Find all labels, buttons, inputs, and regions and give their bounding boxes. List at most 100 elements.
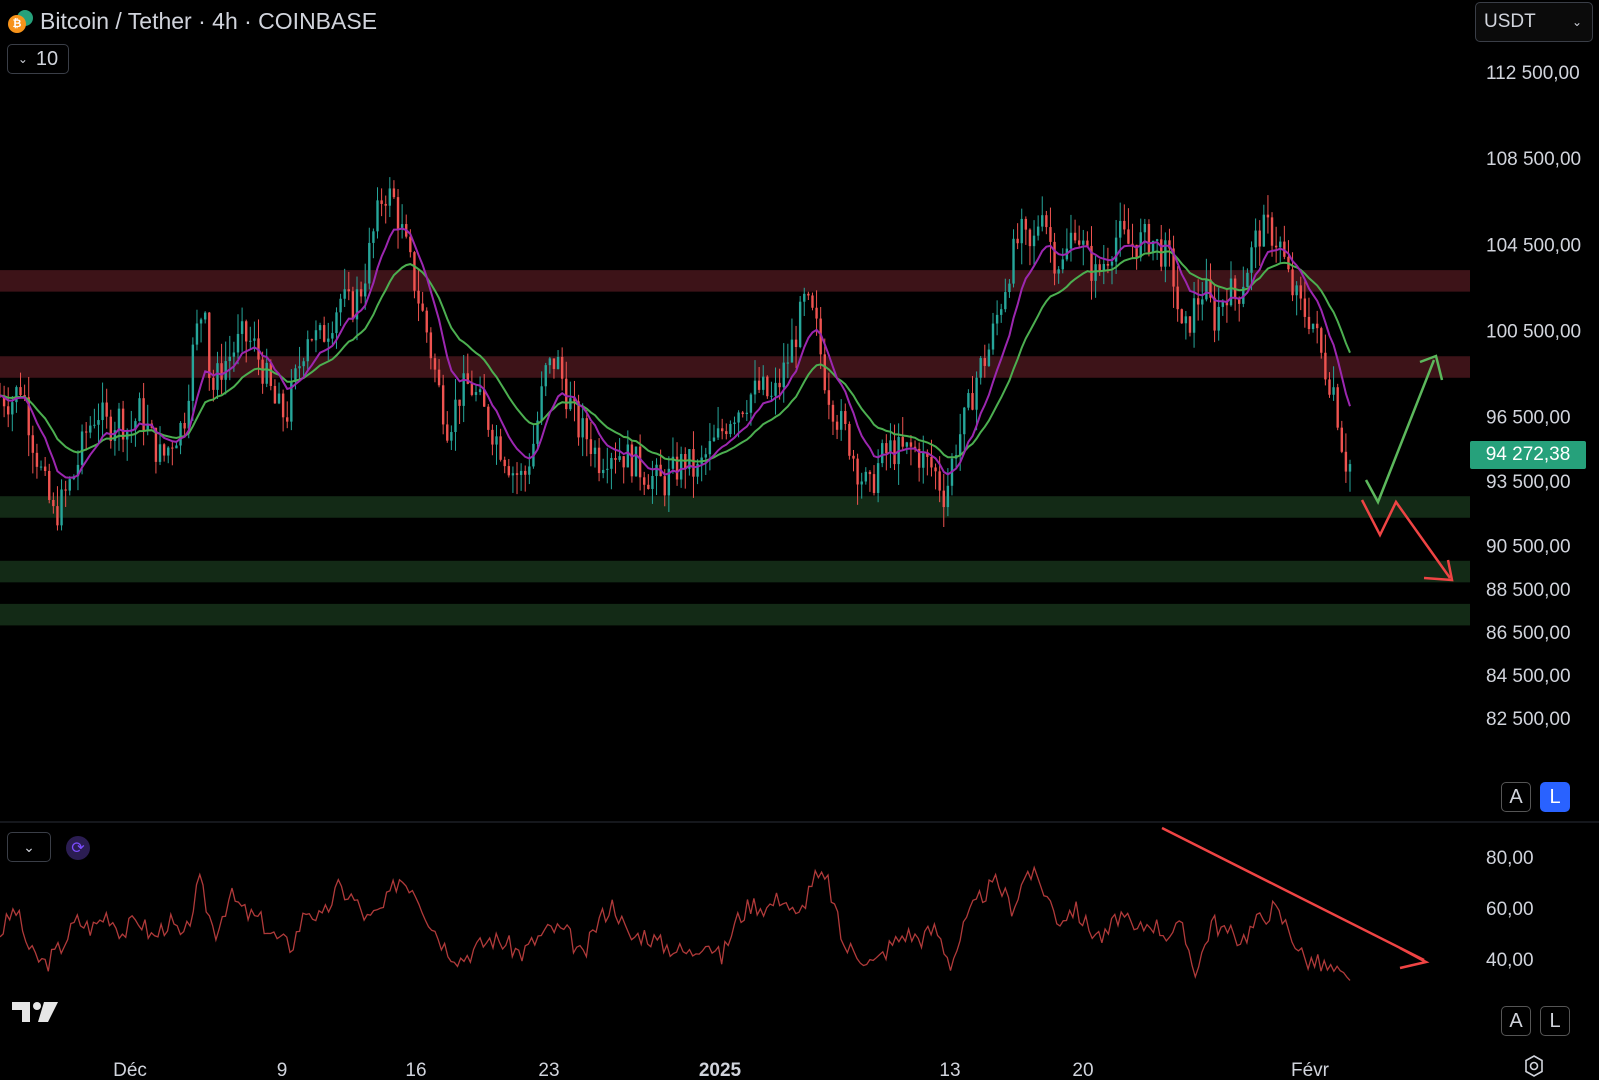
time-tick-label: 2025 xyxy=(699,1060,742,1080)
candle-body xyxy=(1348,464,1352,472)
candle-body xyxy=(876,463,880,493)
candle-body xyxy=(60,489,63,526)
rsi-auto-scale-button[interactable]: A xyxy=(1501,1006,1531,1036)
candle-body xyxy=(790,339,794,363)
candle-body xyxy=(630,444,634,477)
candle-body xyxy=(1098,264,1101,272)
projection-arrow-down-head xyxy=(1423,559,1454,582)
candle-body xyxy=(507,466,511,476)
candle-body xyxy=(322,325,326,342)
candle-body xyxy=(421,303,424,311)
candle-body xyxy=(967,393,970,408)
candle-body xyxy=(1311,323,1315,330)
indicators-toggle-button[interactable]: ⌄ 10 xyxy=(7,44,69,74)
candle-body xyxy=(232,352,236,357)
candle-body xyxy=(667,468,671,496)
candle-body xyxy=(881,443,884,464)
candle-body xyxy=(581,418,584,438)
candle-body xyxy=(1320,328,1323,353)
candle-body xyxy=(228,356,231,362)
resistance-zone xyxy=(0,356,1470,378)
candle-body xyxy=(1315,323,1319,329)
candle-body xyxy=(68,479,71,491)
candle-body xyxy=(926,452,929,457)
candle-body xyxy=(782,362,785,388)
candle-body xyxy=(1119,220,1122,238)
candle-body xyxy=(614,457,617,460)
candle-body xyxy=(647,484,650,489)
candle-body xyxy=(277,393,281,404)
refresh-icon[interactable]: ⟳ xyxy=(66,836,90,860)
candle-body xyxy=(823,354,826,391)
candle-body xyxy=(298,366,301,369)
candle-body xyxy=(105,402,108,417)
log-scale-button[interactable]: L xyxy=(1540,782,1570,812)
candle-body xyxy=(425,310,428,333)
candle-body xyxy=(1205,279,1208,300)
projection-arrow-down xyxy=(1360,499,1452,579)
candle-body xyxy=(158,444,162,462)
candle-body xyxy=(848,423,851,456)
price-tick-label: 112 500,00 xyxy=(1486,63,1580,84)
bitcoin-icon: ₿ xyxy=(8,9,34,33)
time-tick-label: 23 xyxy=(538,1060,559,1080)
candle-body xyxy=(716,428,720,438)
tradingview-logo-icon[interactable] xyxy=(10,1000,60,1024)
auto-scale-button[interactable]: A xyxy=(1501,782,1531,812)
candle-body xyxy=(1147,223,1151,254)
candle-body xyxy=(548,358,552,366)
candle-body xyxy=(844,411,847,424)
candle-body xyxy=(327,338,330,342)
price-tick-label: 84 500,00 xyxy=(1486,666,1571,687)
candle-body xyxy=(1196,298,1200,305)
candle-body xyxy=(737,412,740,423)
candle-body xyxy=(240,321,244,334)
candle-body xyxy=(1217,306,1220,331)
candle-body xyxy=(458,399,461,406)
candle-body xyxy=(1270,217,1274,246)
candle-body xyxy=(573,398,576,402)
candle-body xyxy=(856,458,859,485)
candle-body xyxy=(606,468,609,470)
candle-body xyxy=(1020,218,1023,244)
candle-body xyxy=(134,421,137,430)
price-tick-label: 82 500,00 xyxy=(1486,709,1571,730)
candle-body xyxy=(938,471,941,491)
price-tick-label: 100 500,00 xyxy=(1486,321,1581,342)
candle-body xyxy=(1004,292,1007,310)
candle-body xyxy=(454,399,457,433)
currency-value: USDT xyxy=(1484,11,1536,32)
rsi-tick-label: 40,00 xyxy=(1486,950,1534,971)
candle-body xyxy=(273,385,277,404)
symbol-title[interactable]: Bitcoin / Tether · 4h · COINBASE xyxy=(40,7,378,34)
candle-body xyxy=(655,464,658,477)
candle-body xyxy=(1032,235,1036,247)
candle-body xyxy=(474,392,478,395)
candle-body xyxy=(1131,243,1134,245)
candle-body xyxy=(101,402,104,421)
rsi-log-scale-button[interactable]: L xyxy=(1540,1006,1570,1036)
candle-body xyxy=(1090,245,1093,281)
candle-body xyxy=(922,452,925,468)
candle-body xyxy=(868,471,872,475)
candle-body xyxy=(987,349,991,366)
rsi-collapse-button[interactable]: ⌄ xyxy=(7,832,51,862)
candle-body xyxy=(942,490,945,508)
candle-body xyxy=(979,358,982,378)
currency-select[interactable]: USDT ⌄ xyxy=(1475,2,1593,42)
candle-body xyxy=(1151,240,1155,254)
candle-body xyxy=(7,406,10,415)
candle-body xyxy=(306,339,309,362)
price-tick-label: 90 500,00 xyxy=(1486,537,1571,558)
candle-body xyxy=(917,448,921,468)
candle-body xyxy=(1000,309,1003,315)
candle-body xyxy=(720,428,724,432)
candle-body xyxy=(363,283,367,297)
candle-body xyxy=(930,456,933,468)
settings-icon[interactable] xyxy=(1522,1054,1546,1078)
candle-body xyxy=(117,408,121,431)
candle-body xyxy=(725,431,728,435)
candlestick-series xyxy=(0,177,1352,531)
rsi-tick-label: 80,00 xyxy=(1486,848,1534,869)
candle-body xyxy=(359,289,363,297)
